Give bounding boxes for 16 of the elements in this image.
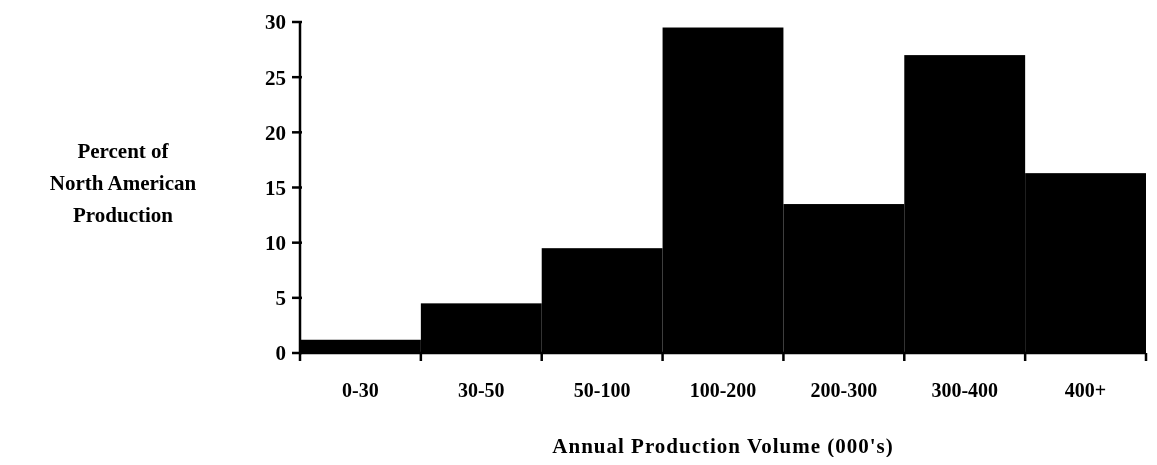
y-tick-label: 20 (265, 120, 286, 145)
y-tick-label: 15 (265, 175, 286, 200)
x-tick-label: 100-200 (689, 379, 757, 401)
x-tick-label: 400+ (1064, 379, 1107, 401)
x-tick-label: 200-300 (810, 379, 878, 401)
x-tick-label: 0-30 (342, 379, 379, 401)
y-tick-label: 5 (275, 286, 286, 311)
x-tick-label: 50-100 (573, 379, 631, 401)
x-tick-label: 30-50 (457, 379, 505, 401)
y-tick-label: 30 (265, 10, 286, 35)
y-tick-label: 25 (265, 65, 286, 90)
x-axis-title: Annual Production Volume (000's) (552, 434, 894, 458)
x-tick-label: 300-400 (931, 379, 999, 401)
y-axis-title: Percent of North American Production (49, 139, 197, 227)
y-tick-label: 10 (265, 231, 286, 256)
y-tick-label: 0 (275, 341, 286, 366)
